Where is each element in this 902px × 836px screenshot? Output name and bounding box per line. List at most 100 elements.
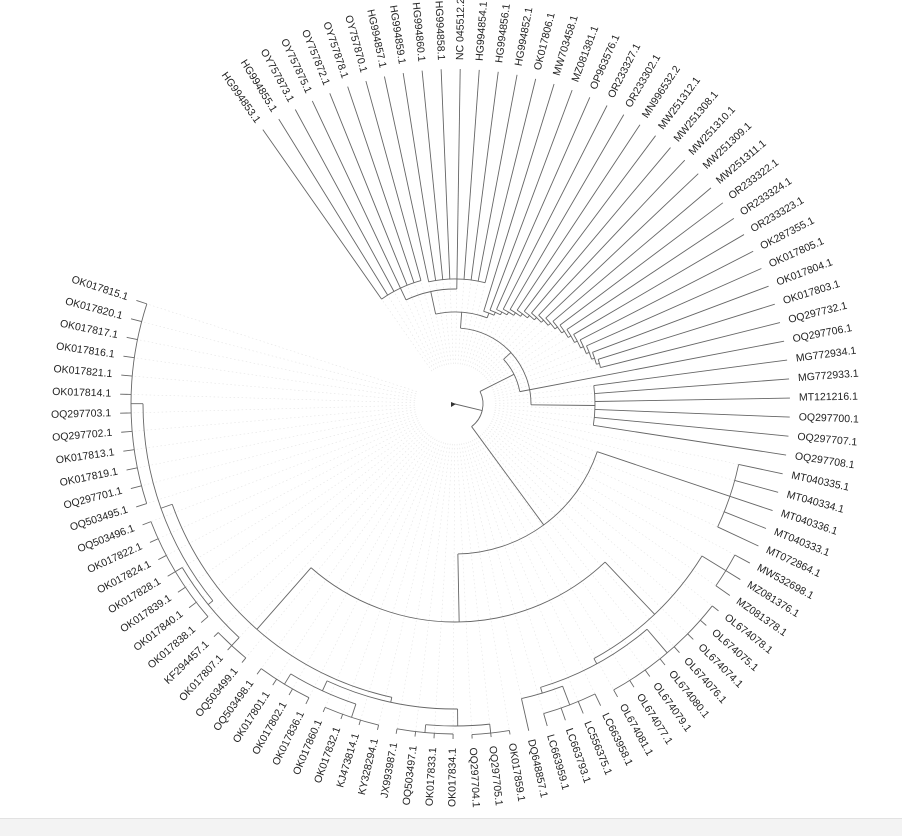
branch-3 [504,353,511,360]
branch-123 [614,690,618,697]
branch-180 [273,679,277,685]
branch-23 [441,69,450,279]
tip-guide-69 [396,443,448,733]
tip-label: MG772934.1 [795,345,857,365]
branch-11 [263,130,382,300]
branch-97 [526,501,544,525]
branch-arc-141 [143,404,213,601]
branch-182 [352,704,356,717]
tip-guide-71 [359,442,444,725]
branch-104 [724,512,766,529]
branch-136 [726,571,740,580]
branch-45 [510,115,624,310]
tip-guide-87 [143,418,418,524]
root-branch [455,404,482,411]
tip-label: OQ297700.1 [799,411,860,425]
tip-guide-63 [462,443,510,734]
tip-guide-57 [474,439,617,697]
tip-label: OK017834.1 [446,748,458,807]
branch-72 [574,235,744,335]
tip-guide-77 [257,436,431,674]
tip-label: HG994860.1 [410,2,428,63]
branch-135 [735,555,750,563]
tip-label: OQ297708.1 [794,450,855,471]
tip-guide-98 [131,319,416,394]
branch-122 [630,680,634,687]
branch-25 [464,70,479,279]
tip-guide-65 [457,444,472,739]
branch-185 [359,720,360,725]
branch-148 [121,431,132,432]
branch-102 [735,480,778,492]
branch-117 [700,620,706,625]
tip-guide-97 [127,337,416,396]
tip-label: HG994859.1 [387,4,408,65]
tip-guide-91 [123,410,415,452]
branch-178 [306,698,309,704]
branch-16 [348,87,414,283]
branch-1 [480,374,514,391]
branch-162 [178,587,185,592]
tip-guide-89 [131,414,416,488]
tip-guide-58 [472,440,600,706]
branch-138 [257,568,311,630]
branch-128 [595,694,601,706]
tip-label: KY328294.1 [356,737,381,796]
branch-103 [730,496,773,510]
branch-84 [598,304,775,359]
branch-52 [534,318,536,320]
branch-118 [688,634,694,640]
tip-label: OK017813.1 [55,446,115,466]
branch-54 [531,148,670,314]
tip-label: OQ297704.1 [467,747,482,808]
branch-90 [595,398,790,401]
branch-36 [490,90,572,310]
bottom-scroll-bar[interactable] [0,818,902,836]
tip-label: MT121216.1 [799,391,858,404]
branch-70 [575,341,578,342]
tip-guide-80 [214,432,426,637]
tree-branches [120,69,790,739]
branch-170 [228,646,232,650]
branch-187 [323,707,325,712]
tip-label: MT040335.1 [790,470,850,494]
tip-label: OK017821.1 [53,363,113,380]
branch-89 [595,379,789,394]
branch-120 [660,659,665,665]
branch-106 [458,554,459,622]
branch-131 [544,714,548,726]
branch-66 [560,203,723,325]
branch-133 [702,556,726,571]
branch-116 [712,606,718,611]
branch-57 [539,160,685,315]
branch-112 [594,659,597,664]
tip-label: OK017814.1 [52,386,111,400]
tip-guide-74 [306,440,437,704]
tip-label: OQ297703.1 [51,407,112,421]
branch-91 [595,409,790,417]
tip-guide-79 [228,433,428,650]
branch-29 [487,314,488,318]
branch-39 [497,97,590,309]
branch-119 [674,647,679,653]
branch-160 [201,617,208,623]
tip-guide-72 [341,442,441,719]
branch-arc-173 [327,681,458,709]
branch-190 [425,725,426,733]
tip-label: DQ648857.1 [525,738,550,799]
branch-9 [400,288,406,300]
branch-152 [123,356,134,358]
tip-guide-75 [289,439,435,695]
tip-label: NC 045512.2 [454,0,467,60]
branch-101 [739,464,783,473]
tip-label: HG994852.1 [513,6,536,67]
tip-guide-92 [121,407,415,432]
branch-arc-44 [510,309,520,316]
branch-161 [189,602,196,607]
tip-label: OQ297702.1 [52,427,113,444]
branch-144 [136,504,146,507]
branch-60 [546,174,698,318]
tip-guide-96 [123,356,415,398]
branch-40 [507,312,509,315]
